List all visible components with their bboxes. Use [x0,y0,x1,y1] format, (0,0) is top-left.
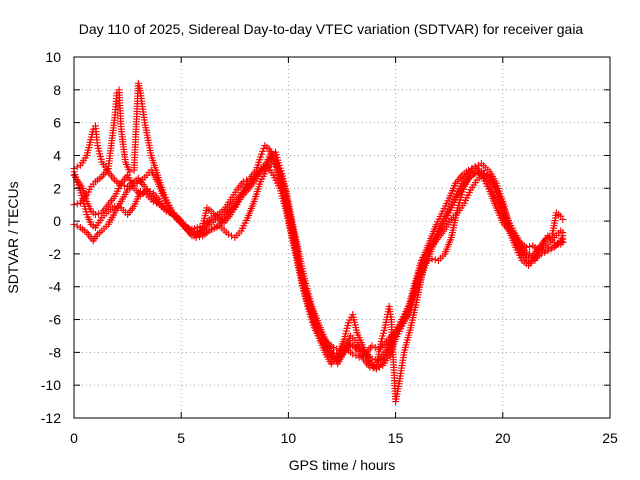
data-point [474,169,482,177]
data-points [70,79,567,406]
y-tick-label: 8 [53,82,61,98]
series-track-5 [70,142,567,361]
plot-frame [73,56,611,419]
y-axis-label: SDTVAR / TECUs [5,181,21,293]
data-point [551,242,559,250]
data-point [559,215,567,223]
data-point [191,231,199,239]
data-point [73,163,81,171]
x-axis-label: GPS time / hours [289,457,396,473]
data-point [349,350,357,358]
data-point [352,352,360,360]
data-point [73,200,81,208]
data-point [481,170,489,178]
chart-title: Day 110 of 2025, Sidereal Day-to-day VTE… [79,21,584,37]
data-point [73,222,81,230]
data-point [431,256,439,264]
data-point [545,234,553,241]
grid [74,57,610,418]
data-point [545,245,553,253]
data-point [140,189,148,197]
data-point [542,247,550,255]
y-tick-label: -4 [49,279,62,295]
data-point [210,212,218,220]
y-tick-label: -8 [49,344,62,360]
data-point [91,211,99,219]
y-tick-label: -2 [49,246,62,262]
data-point [114,203,122,211]
data-point [149,197,157,205]
x-tick-label: 20 [495,430,511,446]
y-tick-label: 2 [53,180,61,196]
data-point [136,188,144,196]
data-point [559,229,567,237]
data-point [471,170,479,178]
data-point [526,243,534,251]
series-track-2 [70,79,567,406]
data-point [355,353,363,361]
data-point [239,178,247,186]
data-point [542,235,550,243]
y-tick-label: -10 [41,377,61,393]
x-tick-label: 15 [388,430,404,446]
data-point [207,214,215,222]
data-point [329,343,337,351]
data-point [352,343,360,351]
data-point [464,166,472,174]
data-point [188,232,196,240]
data-point [243,176,251,184]
y-tick-label: 6 [53,115,61,131]
data-point [368,342,376,350]
data-point [153,199,161,207]
y-tick-label: 10 [45,49,61,65]
data-point [224,230,232,238]
data-point [358,352,366,360]
y-tick-label: -12 [41,410,61,426]
data-point [371,356,379,364]
data-point [559,238,567,246]
data-point [522,243,530,251]
data-point [477,168,485,176]
data-point [355,345,363,353]
data-point [146,188,154,196]
y-tick-label: 0 [53,213,61,229]
x-tick-label: 10 [281,430,297,446]
y-tick-label: -6 [49,312,62,328]
x-tick-label: 5 [177,430,185,446]
data-point [111,202,119,210]
data-point [349,342,357,350]
x-tick-label: 0 [70,430,78,446]
data-point [162,207,170,215]
x-tick-label: 25 [602,430,618,446]
data-point [165,209,173,217]
data-point [548,243,556,251]
data-point [555,240,563,248]
data-point [368,355,376,363]
data-point [95,210,103,218]
y-tick-label: 4 [53,147,61,163]
axes: 0 5 10 15 20 25 -12 -10 -8 -6 -4 -2 0 2 4 6 8 10 [41,49,618,446]
